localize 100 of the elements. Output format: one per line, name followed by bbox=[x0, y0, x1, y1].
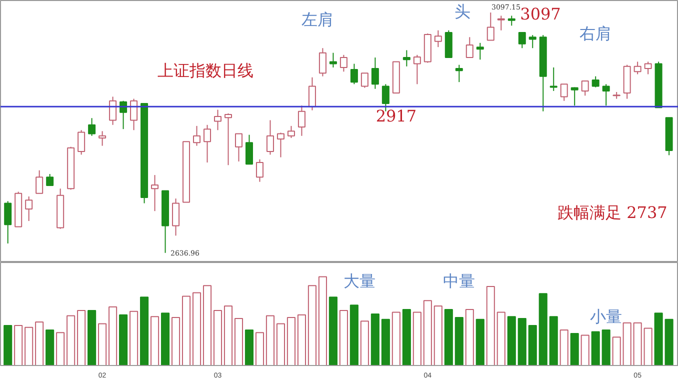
candlestick bbox=[518, 32, 526, 49]
bar bbox=[412, 312, 422, 366]
candlestick bbox=[36, 170, 44, 194]
annotation: 跌幅满足 2737 bbox=[558, 203, 668, 222]
candlestick bbox=[172, 198, 180, 236]
candlestick bbox=[550, 66, 558, 92]
candlestick bbox=[109, 96, 117, 126]
bar bbox=[24, 326, 34, 366]
bar bbox=[392, 312, 400, 366]
annotation: 小量 bbox=[590, 307, 622, 326]
bar bbox=[171, 317, 180, 366]
bar bbox=[14, 325, 23, 366]
candlestick bbox=[78, 130, 86, 156]
candlestick bbox=[276, 132, 284, 158]
bar bbox=[98, 323, 107, 366]
bar bbox=[580, 334, 590, 366]
bar bbox=[476, 318, 484, 366]
candlestick bbox=[402, 50, 410, 67]
bar bbox=[633, 322, 642, 366]
annotation: 中量 bbox=[443, 272, 476, 291]
candlestick bbox=[256, 158, 264, 182]
bar bbox=[119, 314, 128, 366]
candlestick bbox=[528, 34, 536, 49]
candlestick bbox=[46, 173, 54, 186]
text: 上证指数日线 bbox=[158, 61, 254, 80]
candlestick bbox=[287, 125, 295, 138]
annotation: 左肩 bbox=[302, 10, 334, 29]
candlestick bbox=[644, 61, 652, 75]
bar bbox=[182, 296, 191, 366]
bar bbox=[560, 329, 568, 366]
candlestick bbox=[350, 63, 358, 85]
annotation: 头 bbox=[454, 2, 470, 21]
bar bbox=[192, 292, 202, 366]
annotation: 右肩 bbox=[580, 24, 612, 43]
bar bbox=[266, 315, 275, 366]
bar bbox=[224, 306, 233, 366]
bar bbox=[161, 312, 170, 366]
bar bbox=[244, 329, 254, 366]
bar bbox=[350, 304, 358, 366]
bar bbox=[4, 325, 12, 366]
bar bbox=[538, 293, 548, 366]
candlestick bbox=[486, 12, 494, 41]
candlestick bbox=[318, 48, 326, 77]
bar bbox=[140, 296, 149, 366]
candlestick bbox=[193, 125, 201, 146]
candlestick bbox=[98, 130, 106, 146]
candlestick bbox=[340, 54, 348, 72]
candlestick bbox=[476, 42, 484, 60]
bar bbox=[402, 309, 411, 366]
bar bbox=[486, 286, 495, 366]
bar bbox=[297, 314, 306, 366]
annotation: 大量 bbox=[343, 272, 376, 291]
bar bbox=[276, 323, 286, 366]
bar bbox=[570, 333, 579, 366]
candlestick bbox=[151, 174, 159, 212]
bar bbox=[77, 310, 86, 366]
candlestick bbox=[497, 15, 505, 31]
candlestick bbox=[570, 86, 578, 106]
bar bbox=[644, 328, 652, 366]
candlestick bbox=[25, 196, 33, 222]
bar bbox=[234, 318, 244, 366]
bar bbox=[213, 310, 222, 366]
candlestick bbox=[308, 76, 316, 111]
candlestick bbox=[4, 200, 12, 244]
candlestick bbox=[266, 120, 274, 156]
candlestick bbox=[245, 134, 253, 165]
bar bbox=[360, 320, 369, 366]
bar bbox=[328, 296, 338, 366]
bar bbox=[444, 309, 453, 366]
bar bbox=[423, 300, 432, 366]
candlestick bbox=[204, 124, 212, 164]
candlestick bbox=[224, 112, 232, 166]
candlestick bbox=[434, 30, 442, 48]
candlestick bbox=[466, 36, 474, 58]
bar bbox=[654, 312, 663, 366]
bar bbox=[46, 329, 54, 366]
bar bbox=[381, 318, 390, 366]
annotation: 3097 bbox=[520, 4, 561, 24]
bar bbox=[602, 329, 610, 366]
bar bbox=[664, 318, 674, 366]
candlestick bbox=[508, 15, 516, 26]
candlestick bbox=[581, 80, 589, 96]
candlestick bbox=[455, 64, 463, 83]
bar bbox=[286, 317, 296, 366]
bar bbox=[622, 322, 632, 366]
candlestick bbox=[360, 72, 368, 88]
bar bbox=[150, 316, 160, 366]
candlestick bbox=[214, 109, 222, 131]
bar bbox=[66, 315, 76, 366]
bar bbox=[507, 316, 516, 366]
bar bbox=[496, 312, 506, 366]
candlestick bbox=[88, 118, 96, 136]
bar bbox=[370, 314, 380, 366]
candlestick bbox=[234, 133, 242, 162]
bar bbox=[202, 285, 212, 366]
candlestick bbox=[413, 54, 421, 85]
bar bbox=[549, 316, 558, 366]
candlestick bbox=[634, 61, 642, 75]
bar bbox=[465, 309, 474, 366]
candlestick bbox=[130, 98, 138, 131]
